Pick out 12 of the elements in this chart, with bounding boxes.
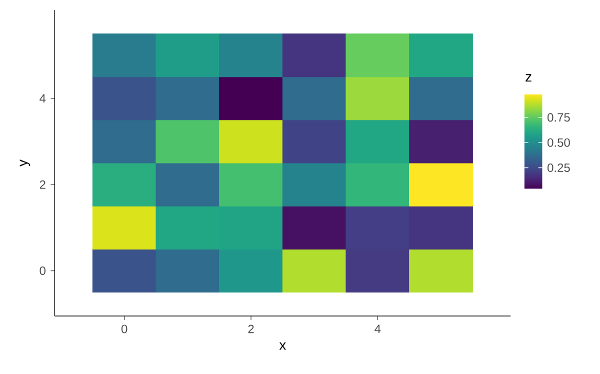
x-tick-label: 2 (248, 324, 254, 334)
x-tick-label: 4 (374, 324, 381, 333)
y-axis-title: y (20, 160, 30, 166)
y-tick-label: 4 (40, 94, 46, 102)
color-bar-label: 0.75 (548, 113, 570, 122)
color-bar-label: 0.50 (548, 138, 570, 147)
x-tick-label: 0 (121, 324, 128, 334)
x-axis-title: x (279, 342, 286, 350)
color-bar-label: 0.25 (548, 164, 570, 172)
y-tick-label: 2 (40, 180, 46, 189)
y-tick-label: 0 (40, 266, 46, 275)
color-bar-title: z (526, 74, 532, 82)
